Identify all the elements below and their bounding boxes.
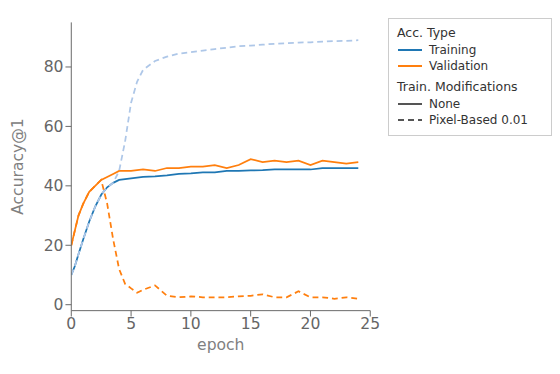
svg-text:Accuracy@1: Accuracy@1 [9, 118, 27, 215]
svg-text:80: 80 [44, 59, 64, 77]
svg-text:5: 5 [126, 315, 136, 333]
html-text:Pixel-Based 0.01: Pixel-Based 0.01 [428, 113, 528, 127]
svg-text:10: 10 [181, 315, 201, 333]
svg-text:25: 25 [360, 315, 380, 333]
svg-text:0: 0 [66, 315, 76, 333]
html-text:None: None [428, 97, 461, 111]
svg-text:0: 0 [54, 296, 64, 314]
svg-text:15: 15 [241, 315, 261, 333]
html-text:Validation: Validation [428, 59, 489, 73]
svg-text:60: 60 [44, 118, 64, 136]
html-text:Train. Modifications: Train. Modifications [396, 79, 518, 94]
svg-text:40: 40 [44, 177, 64, 195]
svg-text:epoch: epoch [197, 336, 244, 354]
html-text:Training: Training [428, 43, 477, 57]
svg-text:20: 20 [44, 237, 64, 255]
svg-text:20: 20 [301, 315, 321, 333]
html-text:Acc. Type: Acc. Type [396, 25, 456, 40]
